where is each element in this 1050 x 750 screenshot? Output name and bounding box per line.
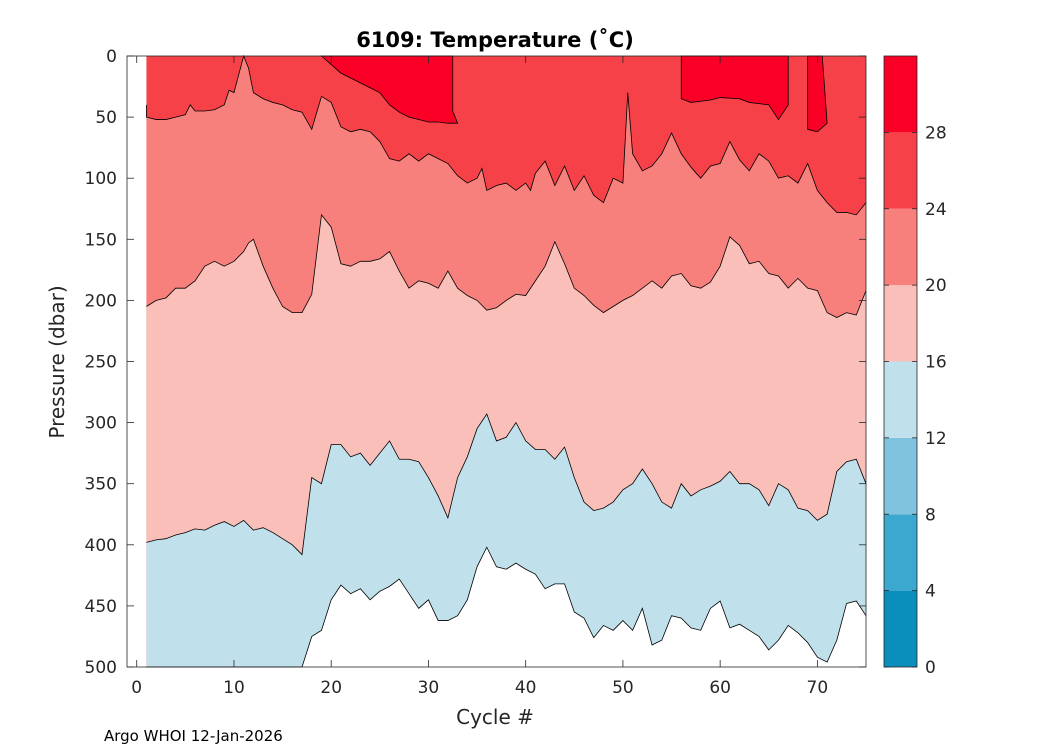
isotherm-12C-line	[146, 546, 867, 668]
colorbar-bin-0-4	[884, 590, 917, 667]
colorbar-tick-label: 24	[925, 200, 947, 220]
y-tick-label: 250	[85, 353, 117, 373]
y-axis: 0 50 100 150 200 250 300 350 400 450 500	[85, 47, 866, 678]
x-tick-label: 40	[515, 678, 537, 698]
colorbar-tick-label: 28	[925, 123, 947, 143]
warm-pocket-a	[320, 55, 459, 124]
x-tick-label: 20	[320, 678, 342, 698]
y-axis-label: Pressure (dbar)	[45, 285, 69, 438]
isotherm-16C-line	[146, 413, 867, 556]
x-axis: 0 10 20 30 40 50 60 70	[131, 56, 828, 698]
y-tick-label: 500	[85, 658, 117, 678]
y-tick-label: 150	[85, 230, 117, 250]
y-tick-label: 50	[95, 108, 117, 128]
footer-credit: Argo WHOI 12-Jan-2026	[104, 727, 283, 745]
colorbar-tick-label: 0	[925, 658, 936, 678]
y-tick-label: 450	[85, 597, 117, 617]
colorbar-tick-label: 20	[925, 276, 947, 296]
colorbar-bin-4-8	[884, 514, 917, 591]
chart-title: 6109: Temperature (˚C)	[356, 28, 634, 52]
x-tick-label: 10	[223, 678, 245, 698]
colorbar-bin-12-16	[884, 361, 917, 438]
x-tick-label: 0	[131, 678, 142, 698]
x-tick-label: 30	[418, 678, 440, 698]
colorbar-bin-20-24	[884, 208, 917, 286]
x-axis-label: Cycle #	[456, 705, 534, 729]
y-tick-label: 400	[85, 536, 117, 556]
isotherm-20C-line	[146, 213, 867, 318]
x-tick-label: 50	[612, 678, 634, 698]
colorbar-tick-label: 8	[925, 505, 936, 525]
isotherm-16C-fill	[146, 414, 866, 667]
y-tick-label: 100	[85, 169, 117, 189]
colorbar-bin-8-12	[884, 437, 917, 515]
y-tick-label: 300	[85, 414, 117, 434]
isotherm-12C-fill	[146, 547, 866, 667]
colorbar-tick-label: 4	[925, 582, 936, 602]
colorbar-bin-24-28	[884, 132, 917, 209]
y-tick-label: 350	[85, 475, 117, 495]
colorbar: 0 4 8 12 16 20 24 28	[883, 55, 947, 678]
colorbar-bin-28-32	[884, 56, 917, 133]
plot-area	[126, 54, 867, 668]
colorbar-tick-label: 12	[925, 429, 947, 449]
y-tick-label: 0	[106, 47, 117, 67]
isotherm-24C-line	[146, 54, 867, 216]
y-tick-label: 200	[85, 291, 117, 311]
x-tick-label: 70	[807, 678, 829, 698]
colorbar-bin-16-20	[884, 285, 917, 362]
colorbar-tick-label: 16	[925, 353, 947, 373]
x-tick-label: 60	[709, 678, 731, 698]
warm-pocket-b	[680, 55, 789, 121]
